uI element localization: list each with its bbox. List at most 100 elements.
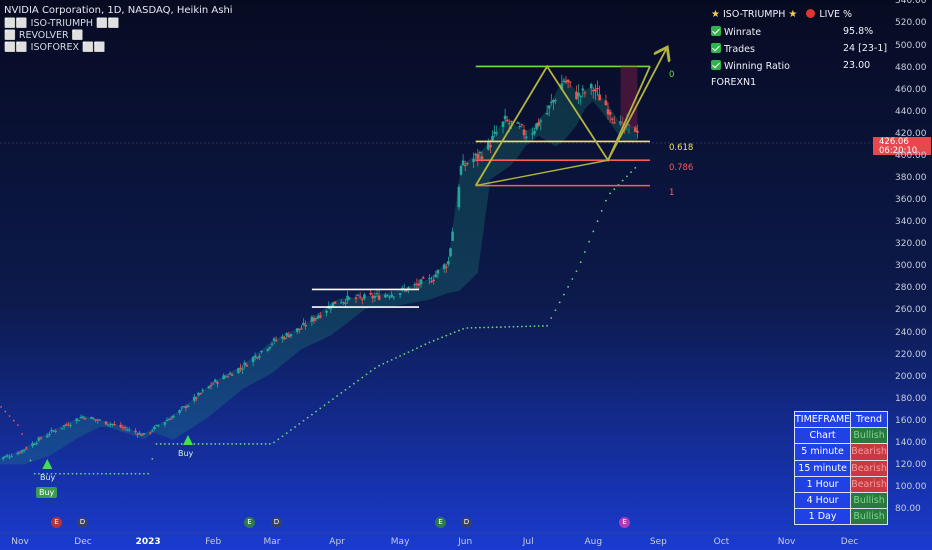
indicator-isoforex[interactable]: ⬜⬜ ISOFOREX ⬜⬜ [4,42,106,53]
trailing-stop-dot [96,472,99,475]
candle-body [67,424,70,426]
candle-body [489,144,492,148]
trailing-stop-dot [529,325,532,328]
candle-body [295,328,299,332]
trailing-stop-dot [168,443,171,445]
candle-body [75,418,78,422]
candle-body [182,406,186,408]
trailing-stop-dot [596,220,599,223]
earnings-event-icon[interactable]: E [244,517,255,528]
candle-body [344,302,347,304]
x-tick-label: Oct [713,537,730,547]
candle-body [478,152,482,154]
candle-body [459,166,463,175]
trailing-stop-dot [306,416,309,419]
trailing-stop-dot [311,413,313,416]
trailing-stop-dot [243,443,246,445]
check-icon [711,43,721,53]
candle-body [539,120,543,122]
candle-body [583,92,587,94]
candle-body [388,296,391,298]
candle-body [621,122,624,124]
trailing-stop-dot [277,438,280,441]
y-tick-label: 220.00 [895,349,927,360]
trend-tf: 4 Hour [793,491,852,510]
y-tick-label: 460.00 [895,84,927,95]
trailing-stop-dot [579,261,582,264]
candle-body [312,318,316,321]
fib-label-0: 0 [669,70,675,80]
trailing-stop-dot [533,325,536,328]
candle-body [39,437,43,439]
candle-body [157,425,160,427]
trailing-stop-dot [613,188,616,191]
candle-body [222,375,225,380]
candle-body [371,295,375,299]
candle-body [281,336,284,339]
candle-body [333,301,337,304]
trailing-stop-dot [445,334,448,337]
indicator-revolver[interactable]: ⬜ REVOLVER ⬜ [4,30,84,41]
trailing-stop-dot [264,443,267,445]
live-label: LIVE % [819,9,853,20]
candle-body [428,277,431,280]
indicator-iso-triumph[interactable]: ⬜⬜ ISO-TRIUMPH ⬜⬜ [4,18,120,29]
earnings-event-icon[interactable]: E [435,517,446,528]
candle-body [619,120,622,125]
trailing-stop-dot [180,443,183,445]
earnings-event-icon[interactable]: E [51,517,62,528]
table-row: 1 Day Bullish [793,508,888,526]
trailing-stop-dot [63,472,65,475]
candle-body [172,415,175,418]
candle-body [522,129,526,136]
trailing-stop-dot [269,443,271,445]
candle-body [25,448,28,450]
candle-body [476,154,480,159]
trend-value: Bullish [850,491,888,510]
trailing-stop-dot [567,285,569,288]
trailing-stop-dot [143,472,145,475]
earnings-event-icon[interactable]: E [619,517,630,528]
trailing-stop-dot [420,345,422,348]
candle-body [1,457,5,459]
trailing-stop-dot [500,326,502,328]
trailing-stop-dot [130,472,133,475]
candle-body [531,133,534,135]
trailing-stop-dot [353,382,355,385]
last-price-tag: 426.06 06:20:10 [873,137,931,155]
candle-body [121,427,125,429]
candle-body [104,421,108,425]
last-price: 426.06 [879,137,909,147]
candle-body [466,163,469,165]
candle-body [608,112,612,115]
candle-body [302,322,305,325]
candle-body [253,355,257,358]
y-tick-label: 100.00 [895,482,927,493]
trailing-stop-dot [537,325,540,327]
trailing-stop-dot [437,338,439,340]
candle-body [390,294,393,298]
dividend-event-icon[interactable]: D [77,517,88,528]
trailing-stop-dot [59,472,61,475]
candle-body [214,379,217,382]
candle-body [434,274,438,278]
trailing-stop-dot [361,376,364,379]
candle-body [243,362,246,366]
candle-body [432,279,435,281]
trailing-stop-dot [626,175,628,178]
dividend-event-icon[interactable]: D [461,517,472,528]
candle-body [568,81,572,83]
x-tick-label: Dec [74,537,92,547]
trailing-stop-dot [159,443,162,445]
trend-value: Bullish [850,427,888,445]
trend-tf: Chart [793,427,852,445]
candle-body [560,83,564,90]
trailing-stop-dot [483,326,485,329]
y-tick-label: 160.00 [895,415,927,426]
trend-value: Bullish [850,508,888,526]
trailing-stop-dot [201,443,204,445]
dividend-event-icon[interactable]: D [271,517,282,528]
trailing-stop-dot [281,435,284,438]
candle-body [535,123,538,130]
